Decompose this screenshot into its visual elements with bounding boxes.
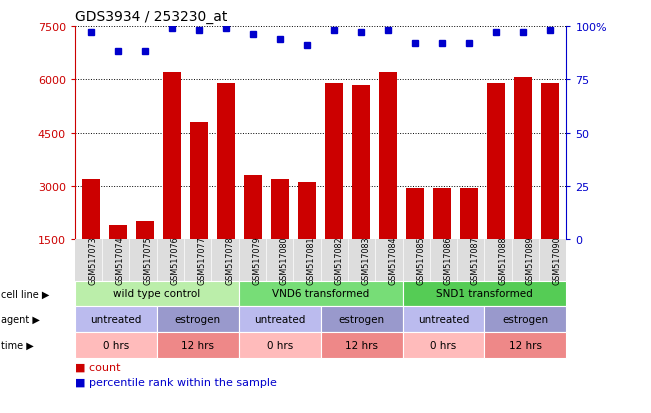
Text: time ▶: time ▶ (1, 340, 34, 350)
Bar (190, 123, 208, 240)
Text: estrogen: estrogen (339, 314, 385, 324)
Text: GSM517081: GSM517081 (307, 236, 316, 285)
Text: GSM517077: GSM517077 (198, 236, 207, 285)
Text: 0 hrs: 0 hrs (266, 340, 293, 350)
Text: GSM517085: GSM517085 (416, 236, 425, 285)
Bar (271, 179, 289, 240)
Text: GSM517086: GSM517086 (443, 236, 452, 285)
Text: GSM517082: GSM517082 (334, 236, 343, 285)
Text: 12 hrs: 12 hrs (509, 340, 542, 350)
Text: ■ count: ■ count (75, 362, 120, 372)
Text: SND1 transformed: SND1 transformed (436, 289, 533, 299)
Bar (460, 188, 478, 240)
Text: GSM517089: GSM517089 (525, 236, 534, 285)
Text: untreated: untreated (254, 314, 305, 324)
Text: GSM517083: GSM517083 (361, 236, 370, 285)
Text: untreated: untreated (90, 314, 141, 324)
Text: GSM517084: GSM517084 (389, 236, 398, 285)
Bar (136, 222, 154, 240)
Bar (542, 83, 559, 240)
Text: VND6 transformed: VND6 transformed (272, 289, 369, 299)
Text: estrogen: estrogen (174, 314, 221, 324)
Text: GSM517078: GSM517078 (225, 236, 234, 285)
Bar (352, 85, 370, 240)
Bar (163, 73, 181, 240)
Bar (434, 188, 451, 240)
Text: untreated: untreated (418, 314, 469, 324)
Text: cell line ▶: cell line ▶ (1, 289, 49, 299)
Text: GSM517075: GSM517075 (143, 236, 152, 285)
Text: agent ▶: agent ▶ (1, 314, 40, 324)
Text: GDS3934 / 253230_at: GDS3934 / 253230_at (75, 10, 227, 24)
Bar (380, 73, 397, 240)
Bar (406, 188, 424, 240)
Text: wild type control: wild type control (113, 289, 201, 299)
Text: GSM517074: GSM517074 (116, 236, 125, 285)
Text: GSM517087: GSM517087 (471, 236, 480, 285)
Text: 12 hrs: 12 hrs (181, 340, 214, 350)
Text: ■ percentile rank within the sample: ■ percentile rank within the sample (75, 377, 277, 387)
Bar (298, 183, 316, 240)
Text: estrogen: estrogen (503, 314, 549, 324)
Text: GSM517073: GSM517073 (89, 236, 98, 285)
Text: GSM517079: GSM517079 (253, 236, 261, 285)
Text: 0 hrs: 0 hrs (103, 340, 129, 350)
Text: 0 hrs: 0 hrs (430, 340, 456, 350)
Text: GSM517080: GSM517080 (280, 236, 288, 285)
Bar (326, 83, 343, 240)
Bar (217, 83, 235, 240)
Bar (514, 78, 532, 240)
Bar (82, 179, 100, 240)
Text: GSM517090: GSM517090 (553, 236, 562, 285)
Text: 12 hrs: 12 hrs (345, 340, 378, 350)
Text: GSM517088: GSM517088 (498, 236, 507, 285)
Text: GSM517076: GSM517076 (171, 236, 180, 285)
Bar (109, 225, 127, 240)
Bar (244, 176, 262, 240)
Bar (488, 83, 505, 240)
